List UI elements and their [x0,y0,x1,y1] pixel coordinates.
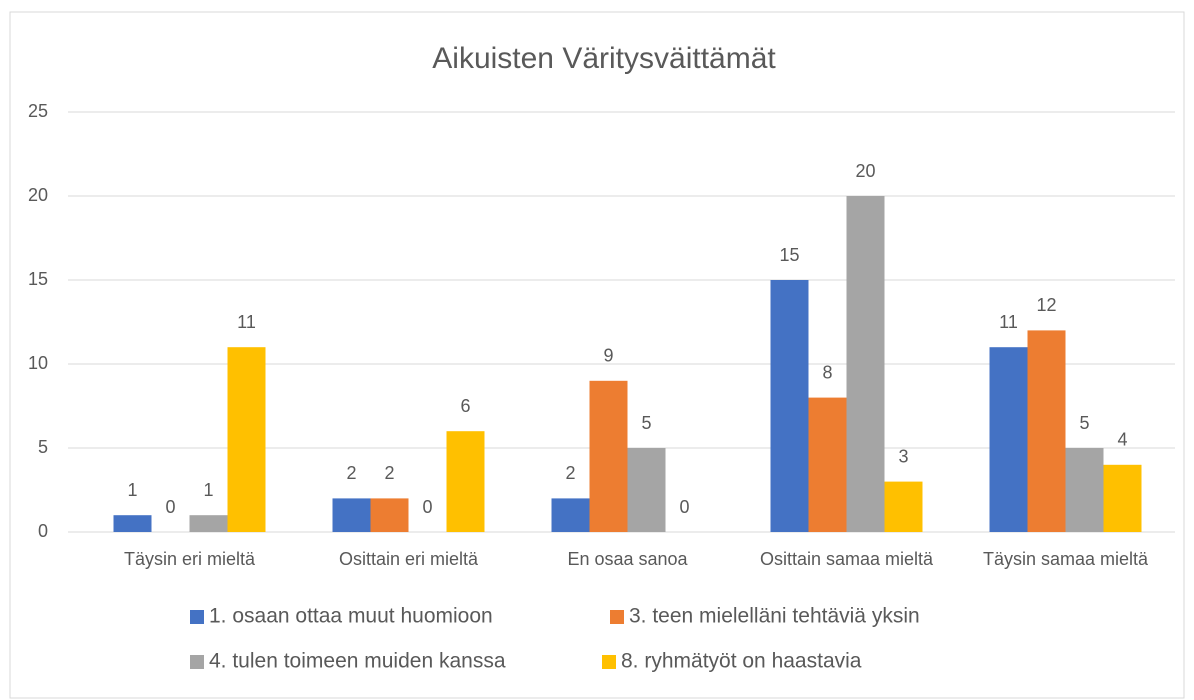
data-label: 2 [565,463,575,483]
data-label: 11 [999,312,1018,332]
x-tick-label: Osittain eri mieltä [339,549,479,569]
data-label: 0 [422,497,432,517]
bar [846,196,885,532]
data-label: 8 [822,362,832,382]
bar [113,515,152,532]
x-tick-label: Osittain samaa mieltä [760,549,934,569]
chart-title: Aikuisten Väritysväittämät [432,42,776,75]
data-label: 1 [127,480,137,500]
data-label: 20 [855,161,875,181]
y-tick-label: 10 [28,353,48,373]
legend-label: 3. teen mielelläni tehtäviä yksin [629,605,920,628]
bar [589,380,628,532]
data-label: 1 [203,480,213,500]
data-label: 0 [679,497,689,517]
data-label: 0 [165,497,175,517]
bar [1027,330,1066,532]
y-tick-label: 0 [38,521,48,541]
x-tick-label: Täysin eri mieltä [124,549,256,569]
bar [370,498,409,532]
data-label: 5 [1079,413,1089,433]
bar [551,498,590,532]
data-label: 11 [237,312,256,332]
legend-label: 8. ryhmätyöt on haastavia [621,650,862,673]
data-label: 5 [641,413,651,433]
y-tick-label: 25 [28,101,48,121]
data-label: 6 [460,396,470,416]
bar [1103,464,1142,532]
bar [627,448,666,532]
legend-swatch [190,610,204,624]
data-label: 12 [1036,295,1056,315]
bar [808,397,847,532]
y-tick-label: 5 [38,437,48,457]
y-tick-label: 15 [28,269,48,289]
bar [227,347,266,532]
data-label: 2 [346,463,356,483]
bar [332,498,371,532]
bar [1065,448,1104,532]
y-tick-label: 20 [28,185,48,205]
legend-swatch [602,655,616,669]
legend-label: 4. tulen toimeen muiden kanssa [209,650,506,673]
x-tick-label: Täysin samaa mieltä [983,549,1149,569]
x-tick-label: En osaa sanoa [567,549,688,569]
data-label: 9 [603,346,613,366]
bar [189,515,228,532]
bar [989,347,1028,532]
data-label: 2 [384,463,394,483]
chart-frame [9,11,1185,699]
data-label: 4 [1117,430,1127,450]
legend-swatch [610,610,624,624]
bar [884,481,923,532]
legend-swatch [190,655,204,669]
bar [446,431,485,532]
data-label: 3 [898,446,908,466]
data-label: 15 [779,245,799,265]
legend-label: 1. osaan ottaa muut huomioon [209,605,493,628]
bar [770,280,809,532]
